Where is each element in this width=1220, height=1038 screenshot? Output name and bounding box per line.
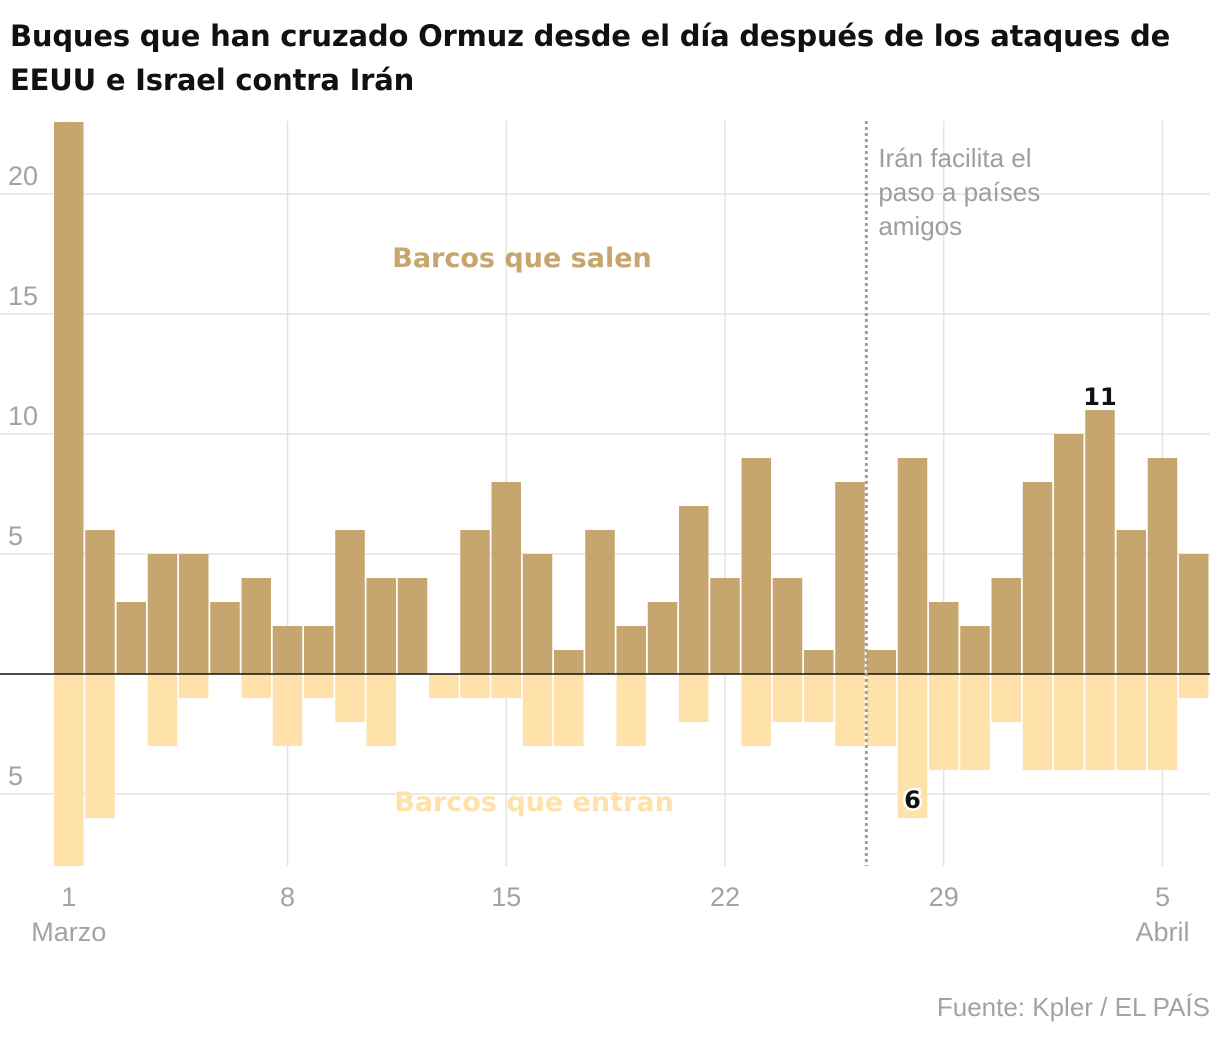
value-label-entran: 6 [904,786,921,814]
bar-entran [1147,674,1178,770]
bar-salen [241,578,271,674]
bar-entran [929,674,959,770]
y-tick-label: 5 [8,521,23,551]
bar-entran [741,674,771,746]
bar-entran [554,674,584,746]
bar-salen [710,578,740,674]
event-annotation: Irán facilita el paso a países amigos [864,121,1040,866]
series-label-salen: Barcos que salen [392,243,651,274]
bar-salen [460,530,490,674]
bar-salen [835,482,865,674]
bar-salen [1116,530,1146,674]
bar-entran [272,674,303,746]
bar-salen [585,530,615,674]
bar-entran [1179,674,1209,698]
event-annotation-line: amigos [878,211,962,241]
x-tick-label: 15 [491,882,521,912]
y-tick-label: 20 [8,161,38,191]
source-note: Fuente: Kpler / EL PAÍS [936,992,1210,1022]
bar-entran [147,674,178,746]
event-annotation-line: paso a países [878,177,1040,207]
x-axis-labels: 1 Marzo 8 15 22 29 5 Abril [31,882,1189,947]
bar-entran [491,674,521,698]
bar-salen [366,578,396,674]
bar-entran [991,674,1021,722]
bar-entran [335,674,365,722]
bar-entran [616,674,646,746]
bar-salen [522,554,553,674]
bar-entran [460,674,490,698]
bar-salen [1179,554,1209,674]
series-label-entran: Barcos que entran [394,787,674,818]
bar-entran [1054,674,1084,770]
x-tick-label: 8 [280,882,295,912]
bar-entran [866,674,896,746]
event-annotation-line: Irán facilita el [878,143,1031,173]
x-tick-label: 1 [61,882,76,912]
bar-salen [116,602,146,674]
x-tick-label: 5 [1155,882,1170,912]
y-tick-label: 5 [8,761,23,791]
value-labels: 11 6 [902,381,1120,817]
bar-entran [897,674,928,818]
bar-salen [647,602,678,674]
bar-entran [54,674,84,866]
bar-entran [1022,674,1053,770]
bar-salen [1054,434,1084,674]
bars-salen [54,122,1209,674]
y-tick-label: 15 [8,281,38,311]
bar-entran [366,674,396,746]
bar-salen [491,482,521,674]
bar-salen [1147,458,1178,674]
series-labels: Barcos que salen Barcos que entran [392,243,674,818]
bar-salen [179,554,209,674]
bar-salen [741,458,771,674]
bar-salen [147,554,178,674]
bar-salen [1022,482,1053,674]
bar-salen [304,626,334,674]
x-tick-label: 22 [710,882,740,912]
y-tick-label: 10 [8,401,38,431]
bar-salen [804,650,834,674]
bar-entran [241,674,271,698]
bar-entran [804,674,834,722]
bar-salen [1085,410,1115,674]
bar-salen [679,506,709,674]
bar-salen [616,626,646,674]
bar-entran [679,674,709,722]
bar-salen [866,650,896,674]
bar-salen [897,458,928,674]
bar-entran [960,674,990,770]
chart-title: Buques que han cruzado Ormuz desde el dí… [10,19,1171,97]
y-axis-labels: 20 15 10 5 5 [8,161,38,791]
bar-salen [960,626,990,674]
value-label-salen: 11 [1083,383,1116,411]
x-tick-sublabel: Abril [1135,917,1189,947]
bar-salen [272,626,303,674]
bar-salen [54,122,84,674]
bar-entran [85,674,115,818]
bar-entran [522,674,553,746]
bar-salen [335,530,365,674]
bar-entran [1116,674,1146,770]
x-tick-label: 29 [929,882,959,912]
bar-entran [179,674,209,698]
bar-salen [929,602,959,674]
bar-entran [772,674,803,722]
bars-entran [54,674,1209,866]
x-tick-sublabel: Marzo [31,917,106,947]
bar-entran [1085,674,1115,770]
bar-entran [429,674,459,698]
bar-salen [991,578,1021,674]
bar-salen [554,650,584,674]
bar-entran [835,674,865,746]
bar-salen [210,602,240,674]
bar-entran [304,674,334,698]
bar-salen [85,530,115,674]
bar-salen [772,578,803,674]
bar-salen [397,578,428,674]
